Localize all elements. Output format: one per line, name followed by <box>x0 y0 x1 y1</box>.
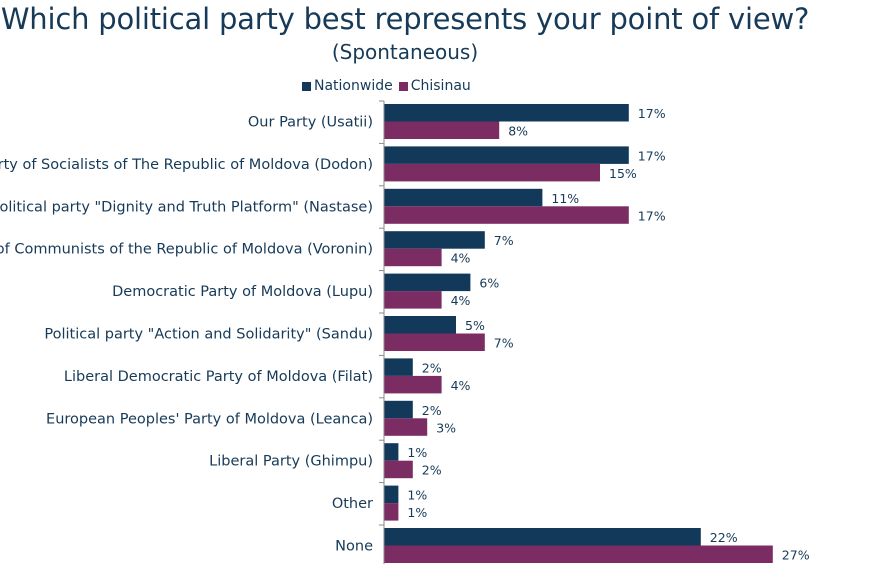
category-label: European Peoples' Party of Moldova (Lean… <box>46 411 373 427</box>
data-label-chisinau: 17% <box>638 208 666 223</box>
legend-label-chisinau: Chisinau <box>410 78 471 94</box>
bar-nationwide <box>384 485 399 504</box>
category-label: None <box>335 539 373 555</box>
data-label-nationwide: 22% <box>710 530 738 545</box>
legend-swatch-nationwide <box>302 81 311 91</box>
category-label: Liberal Party (Ghimpu) <box>209 454 373 470</box>
bar-nationwide <box>384 104 629 122</box>
bar-nationwide <box>384 528 701 546</box>
bar-chisinau <box>384 545 773 563</box>
bar-chisinau <box>384 375 442 394</box>
data-label-chisinau: 3% <box>436 420 456 435</box>
bar-nationwide <box>384 273 471 292</box>
category-label: Party of Communists of the Republic of M… <box>0 242 373 258</box>
data-label-chisinau: 27% <box>782 548 810 563</box>
data-label-chisinau: 4% <box>451 293 471 308</box>
data-label-chisinau: 2% <box>422 463 442 478</box>
data-label-nationwide: 1% <box>407 445 427 460</box>
bar-chisinau <box>384 248 442 267</box>
bar-nationwide <box>384 231 485 249</box>
data-label-nationwide: 11% <box>551 191 579 206</box>
data-label-nationwide: 5% <box>465 318 485 333</box>
bar-chisinau <box>384 121 500 139</box>
category-label: Other <box>332 496 373 512</box>
category-label: Liberal Democratic Party of Moldova (Fil… <box>64 369 373 385</box>
bar-nationwide <box>384 358 413 376</box>
data-label-nationwide: 7% <box>494 233 514 248</box>
data-label-nationwide: 17% <box>638 148 666 163</box>
data-label-chisinau: 15% <box>609 166 637 181</box>
legend-label-nationwide: Nationwide <box>314 78 393 94</box>
data-label-chisinau: 4% <box>451 378 471 393</box>
legend-item-chisinau: Chisinau <box>398 78 471 94</box>
category-label: Our Party (Usatii) <box>248 115 373 131</box>
data-label-nationwide: 2% <box>422 360 442 375</box>
data-label-chisinau: 8% <box>508 124 528 139</box>
bar-chisinau <box>384 291 442 309</box>
bar-nationwide <box>384 443 399 461</box>
data-label-chisinau: 7% <box>494 336 514 351</box>
data-label-nationwide: 17% <box>638 106 666 121</box>
chart-subtitle: (Spontaneous) <box>331 40 479 64</box>
data-label-nationwide: 1% <box>407 488 427 503</box>
bar-chisinau <box>384 418 428 436</box>
chart-legend: Nationwide Chisinau <box>302 77 477 95</box>
chart-title: Which political party best represents yo… <box>0 2 810 36</box>
data-label-chisinau: 4% <box>451 251 471 266</box>
bar-chisinau <box>384 460 413 479</box>
data-label-nationwide: 2% <box>422 403 442 418</box>
bar-nationwide <box>384 400 413 419</box>
category-label: Democratic Party of Moldova (Lupu) <box>112 284 373 300</box>
bar-nationwide <box>384 188 543 207</box>
bar-chisinau <box>384 503 399 521</box>
data-label-nationwide: 6% <box>479 276 499 291</box>
category-label: Political party "Dignity and Truth Platf… <box>0 199 373 215</box>
bar-chisinau <box>384 206 629 224</box>
category-label: Party of Socialists of The Republic of M… <box>0 157 373 173</box>
category-label: Political party "Action and Solidarity" … <box>44 327 373 343</box>
legend-swatch-chisinau <box>398 81 408 91</box>
data-label-chisinau: 1% <box>407 505 427 520</box>
bar-nationwide <box>384 316 456 334</box>
bar-nationwide <box>384 146 629 164</box>
bar-chisinau <box>384 163 600 182</box>
bar-chisinau <box>384 333 485 351</box>
legend-item-nationwide: Nationwide <box>302 78 393 94</box>
